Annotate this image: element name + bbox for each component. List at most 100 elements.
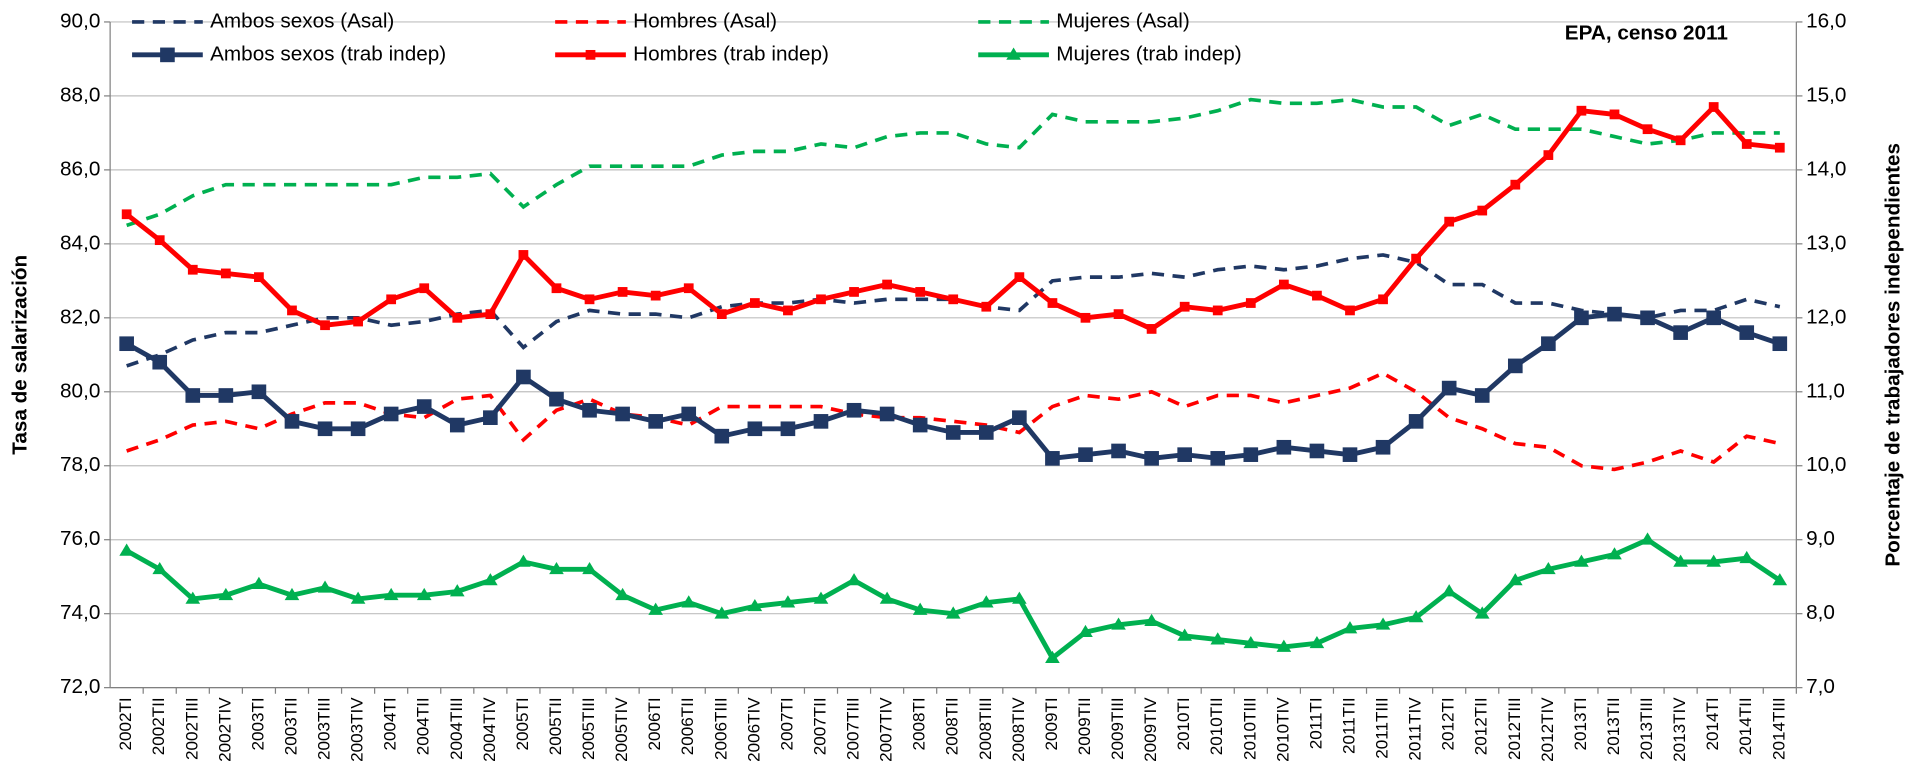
point	[816, 294, 826, 305]
y2-tick-label: 16,0	[1806, 9, 1846, 32]
y2-axis-label: Porcentaje de trabajadores independiente…	[1881, 143, 1904, 567]
point	[879, 406, 895, 422]
x-tick-label: 2013TIII	[1637, 697, 1656, 760]
x-tick-label: 2010TIII	[1240, 697, 1259, 760]
x-tick-label: 2014TI	[1703, 697, 1722, 750]
point	[220, 268, 231, 279]
point	[1111, 443, 1126, 459]
x-tick-label: 2005TIII	[579, 697, 598, 760]
y2-tick-label: 12,0	[1806, 305, 1846, 328]
y2-tick-label: 7,0	[1806, 675, 1835, 698]
point	[1510, 179, 1521, 190]
point	[1144, 613, 1159, 626]
point	[287, 305, 297, 316]
y2-tick-label: 15,0	[1806, 83, 1846, 106]
x-tick-label: 2007TIV	[877, 697, 896, 762]
point	[416, 587, 432, 601]
point	[218, 587, 234, 601]
point	[849, 287, 859, 297]
point	[1312, 290, 1322, 301]
point	[714, 606, 730, 619]
legend-label: Hombres (Asal)	[633, 9, 777, 32]
point	[1014, 272, 1025, 283]
point	[1309, 443, 1325, 459]
point	[1772, 573, 1788, 586]
x-tick-label: 2004TI	[381, 697, 400, 750]
point	[780, 595, 796, 608]
legend-item: Ambos sexos (trab indep)	[132, 42, 446, 65]
point	[615, 406, 630, 422]
point	[1444, 216, 1455, 227]
x-tick-label: 2005TI	[513, 697, 532, 750]
point	[615, 587, 630, 601]
point	[648, 414, 663, 429]
x-tick-label: 2005TII	[546, 697, 565, 755]
point	[119, 543, 134, 556]
point	[1045, 451, 1060, 466]
y-tick-label: 72,0	[60, 675, 100, 698]
point	[1375, 439, 1391, 455]
point	[483, 573, 498, 586]
x-tick-label: 2004TIII	[447, 697, 466, 760]
y-tick-label: 82,0	[60, 305, 100, 328]
x-tick-label: 2008TII	[943, 697, 962, 755]
legend-item: Hombres (trab indep)	[555, 42, 829, 65]
point	[1276, 639, 1292, 652]
point	[747, 598, 763, 612]
point	[1212, 305, 1223, 316]
point	[1675, 135, 1686, 146]
point	[582, 561, 597, 575]
point	[449, 417, 465, 433]
point	[1047, 298, 1058, 308]
point	[1673, 325, 1688, 340]
y2-tick-label: 13,0	[1806, 231, 1846, 254]
point	[516, 369, 531, 385]
legend-marker	[1006, 47, 1021, 60]
x-tick-label: 2012TII	[1472, 697, 1491, 755]
point	[912, 417, 928, 433]
point	[1607, 306, 1622, 322]
y2-tick-label: 10,0	[1806, 453, 1846, 476]
point	[1012, 410, 1027, 425]
point	[1441, 584, 1457, 597]
x-tick-label: 2006TIV	[744, 697, 763, 762]
point	[1706, 310, 1721, 326]
point	[350, 421, 366, 437]
point	[584, 294, 595, 305]
x-tick-label: 2012TIII	[1505, 697, 1524, 760]
y-tick-label: 78,0	[60, 453, 100, 476]
point	[1574, 310, 1589, 326]
series-line	[126, 97, 1780, 228]
legend-item: Ambos sexos (Asal)	[132, 9, 394, 32]
point	[1474, 388, 1490, 403]
point	[185, 591, 201, 604]
point	[485, 309, 496, 319]
point	[549, 561, 564, 575]
point	[1477, 205, 1488, 216]
y-tick-label: 74,0	[60, 601, 100, 624]
point	[518, 250, 529, 260]
point	[386, 294, 397, 305]
point	[1640, 532, 1655, 545]
x-tick-label: 2008TI	[910, 697, 929, 750]
point	[846, 402, 862, 418]
point	[185, 388, 201, 403]
point	[912, 602, 928, 615]
point	[1772, 336, 1788, 352]
legend-label: Mujeres (Asal)	[1056, 9, 1190, 32]
point	[1543, 150, 1554, 160]
point	[1774, 142, 1785, 153]
y-tick-label: 80,0	[60, 379, 100, 402]
x-tick-label: 2002TIII	[182, 697, 201, 760]
point	[948, 294, 959, 305]
point	[452, 312, 463, 323]
point	[1179, 301, 1190, 312]
point	[846, 573, 862, 586]
point	[749, 298, 760, 308]
x-tick-label: 2007TI	[777, 697, 796, 750]
point	[981, 301, 992, 312]
point	[1245, 298, 1256, 308]
point	[882, 279, 892, 290]
